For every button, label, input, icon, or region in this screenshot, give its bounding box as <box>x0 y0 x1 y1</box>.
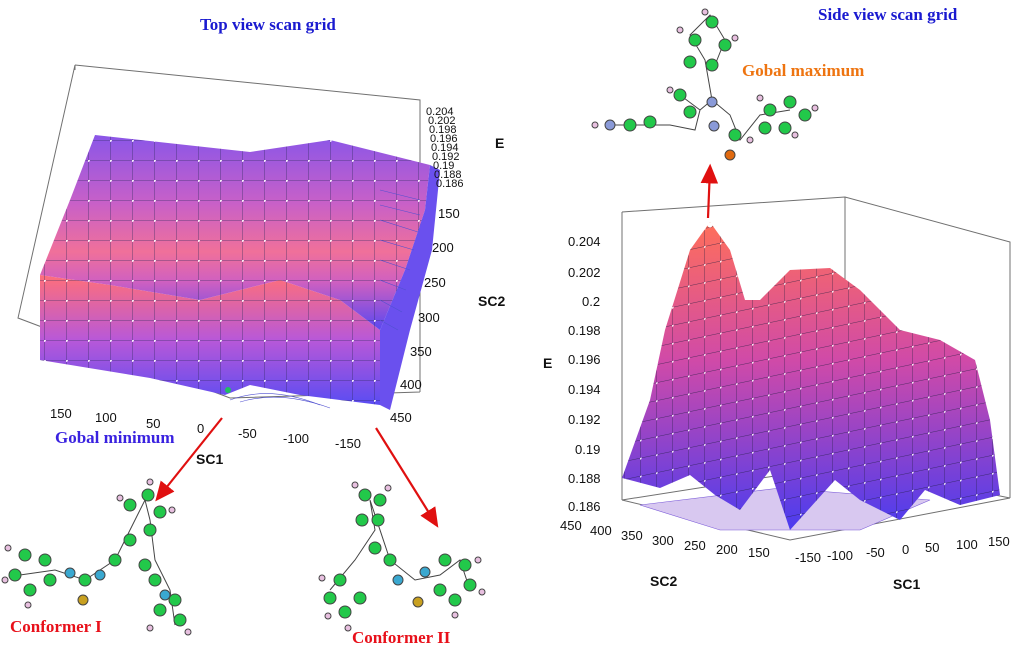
sc1-tick: 50 <box>925 540 939 555</box>
sc2-tick: 150 <box>438 206 460 221</box>
sc2-tick: 150 <box>748 545 770 560</box>
top-view-sc2-label: SC2 <box>478 293 505 309</box>
top-view-sc1-label: SC1 <box>196 451 223 467</box>
molecule-conformer-1 <box>2 479 191 635</box>
sc2-tick: 350 <box>410 344 432 359</box>
sc2-tick: 200 <box>432 240 454 255</box>
sc2-tick: 450 <box>390 410 412 425</box>
e-tick: 0.192 <box>568 412 601 427</box>
sc2-tick: 300 <box>418 310 440 325</box>
e-tick: 0.188 <box>568 471 601 486</box>
sc1-tick: 0 <box>197 421 204 436</box>
conformer-2-label: Conformer II <box>352 628 450 648</box>
sc1-tick: 100 <box>956 537 978 552</box>
top-view-mesh <box>40 135 430 405</box>
e-tick: 0.2 <box>582 294 600 309</box>
arrow-to-global-maximum <box>708 168 710 218</box>
side-view-sc2-label: SC2 <box>650 573 677 589</box>
sc1-tick: -150 <box>795 550 821 565</box>
top-view-e-label: E <box>495 135 504 151</box>
sc2-tick: 250 <box>684 538 706 553</box>
molecule-conformer-2 <box>319 482 485 631</box>
e-tick: 0.196 <box>568 352 601 367</box>
e-tick: 0.194 <box>568 382 601 397</box>
e-tick: 0.198 <box>568 323 601 338</box>
sc1-tick: -150 <box>335 436 361 451</box>
conformer-1-label: Conformer I <box>10 617 102 637</box>
e-tick: 0.186 <box>568 499 601 514</box>
side-view-title: Side view scan grid <box>818 5 957 25</box>
global-minimum-point <box>225 387 231 393</box>
sc1-tick: 0 <box>902 542 909 557</box>
e-tick: 0.204 <box>568 234 601 249</box>
global-minimum-label: Gobal minimum <box>55 428 175 448</box>
arrow-to-conformer-2 <box>376 428 436 524</box>
side-view-plot <box>622 197 1010 540</box>
sc1-tick: 150 <box>50 406 72 421</box>
sc2-tick: 300 <box>652 533 674 548</box>
sc1-tick: 50 <box>146 416 160 431</box>
sc1-tick: -100 <box>283 431 309 446</box>
e-tick: 0.202 <box>568 265 601 280</box>
sc2-tick: 250 <box>424 275 446 290</box>
side-view-e-label: E <box>543 355 552 371</box>
sc2-tick: 400 <box>590 523 612 538</box>
top-view-plot <box>18 65 440 410</box>
sc2-tick: 350 <box>621 528 643 543</box>
side-view-sc1-label: SC1 <box>893 576 920 592</box>
sc1-tick: -50 <box>238 426 257 441</box>
sc2-tick: 200 <box>716 542 738 557</box>
sc2-tick: 400 <box>400 377 422 392</box>
molecule-global-maximum <box>592 9 818 160</box>
sc1-tick: -50 <box>866 545 885 560</box>
e-tick: 0.186 <box>436 178 464 190</box>
global-maximum-label: Gobal maximum <box>742 61 864 81</box>
e-tick: 0.19 <box>575 442 600 457</box>
side-view-mesh <box>622 222 1000 530</box>
sc1-tick: -100 <box>827 548 853 563</box>
sc1-tick: 150 <box>988 534 1010 549</box>
sc2-tick: 450 <box>560 518 582 533</box>
global-maximum-point <box>708 223 713 228</box>
top-view-title: Top view scan grid <box>200 15 336 35</box>
sc1-tick: 100 <box>95 410 117 425</box>
